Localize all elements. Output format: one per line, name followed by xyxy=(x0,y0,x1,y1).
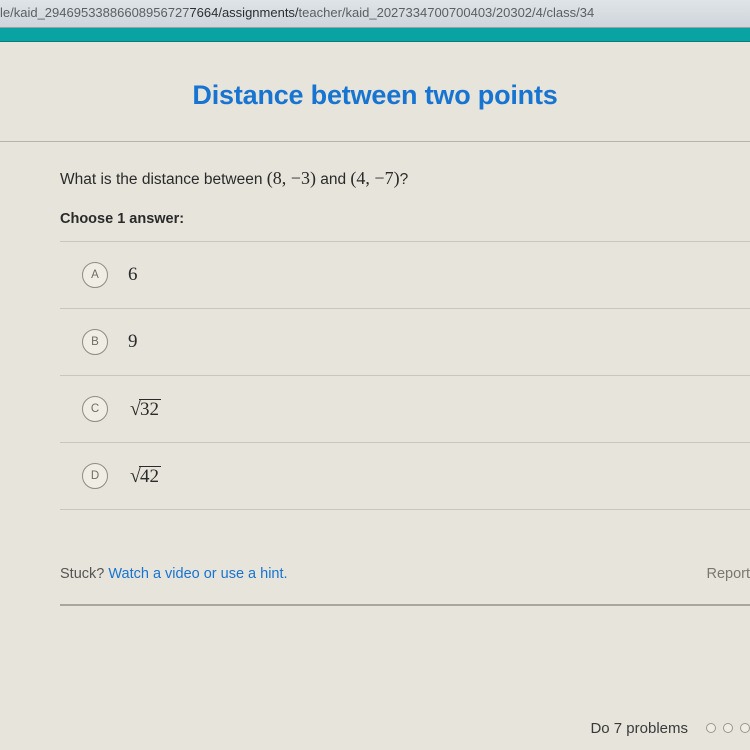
option-value: 6 xyxy=(128,264,138,286)
question-text: What is the distance between (8, −3) and… xyxy=(60,168,750,189)
question-mid: and xyxy=(316,171,350,188)
progress-dot xyxy=(740,723,750,733)
progress-label: Do 7 problems xyxy=(590,720,688,737)
progress-footer: Do 7 problems xyxy=(590,706,750,750)
question-suffix: ? xyxy=(400,171,409,188)
page-title: Distance between two points xyxy=(10,80,740,111)
option-bubble[interactable]: D xyxy=(82,463,108,489)
report-link[interactable]: Report xyxy=(706,566,750,582)
question-point-2: (4, −7) xyxy=(350,168,399,188)
url-segment-dim: teacher/kaid_2027334700700403/20302/4/cl… xyxy=(299,5,595,20)
stuck-text: Stuck? Watch a video or use a hint. xyxy=(60,566,288,582)
option-radicand: 32 xyxy=(139,399,161,419)
option-radicand: 42 xyxy=(139,466,161,486)
page: Distance between two points What is the … xyxy=(0,42,750,750)
question-point-1: (8, −3) xyxy=(267,168,316,188)
url-segment-dim: le/kaid_29469533886608956727 xyxy=(0,5,189,20)
answer-options: A 6 B 9 C 32 D 42 xyxy=(60,241,750,510)
option-value: 9 xyxy=(128,331,138,353)
progress-dot xyxy=(723,723,733,733)
option-bubble[interactable]: A xyxy=(82,262,108,288)
browser-url-bar: le/kaid_294695338866089567277664/assignm… xyxy=(0,0,750,28)
stuck-prefix: Stuck? xyxy=(60,566,108,582)
option-value: 42 xyxy=(128,465,161,488)
progress-dot xyxy=(706,723,716,733)
accent-bar xyxy=(0,28,750,42)
answer-option[interactable]: A 6 xyxy=(60,241,750,308)
answer-option[interactable]: C 32 xyxy=(60,375,750,442)
choose-label: Choose 1 answer: xyxy=(60,211,750,227)
answer-option[interactable]: D 42 xyxy=(60,442,750,510)
content: What is the distance between (8, −3) and… xyxy=(0,141,750,606)
title-area: Distance between two points xyxy=(0,54,750,141)
option-value: 32 xyxy=(128,398,161,421)
answer-option[interactable]: B 9 xyxy=(60,308,750,375)
url-segment-dark: 7664/assignments/ xyxy=(189,5,298,20)
hint-link[interactable]: Watch a video or use a hint. xyxy=(108,566,287,582)
question-prefix: What is the distance between xyxy=(60,171,267,188)
option-bubble[interactable]: B xyxy=(82,329,108,355)
help-row: Stuck? Watch a video or use a hint. Repo… xyxy=(60,566,750,606)
option-bubble[interactable]: C xyxy=(82,396,108,422)
progress-dots xyxy=(706,723,750,733)
